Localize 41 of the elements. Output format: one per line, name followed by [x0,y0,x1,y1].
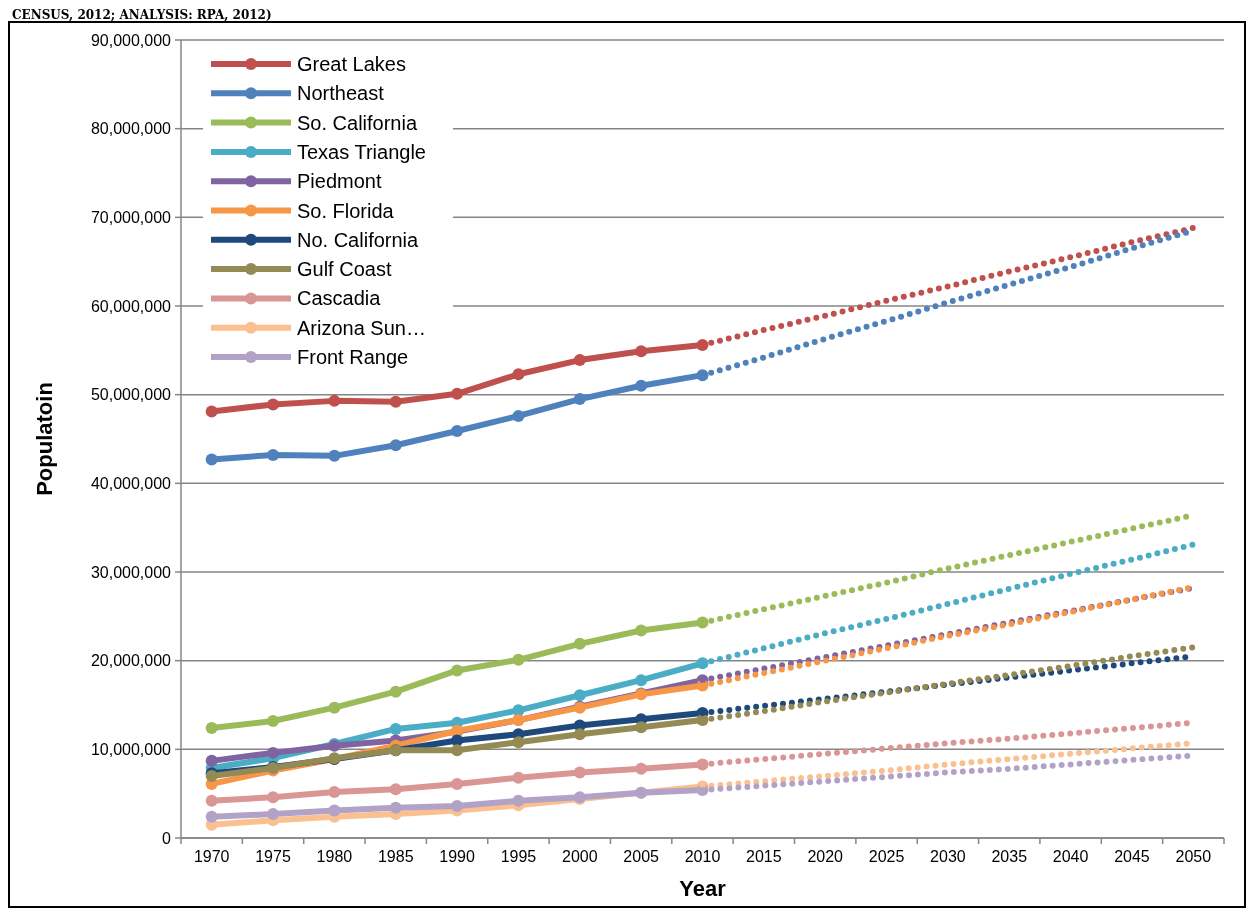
legend-label: Front Range [297,346,409,368]
y-axis-title: Populatoin [32,382,57,496]
y-tick-label: 40,000,000 [90,474,172,492]
x-tick-label: 2030 [930,848,966,865]
legend-label: Arizona Sun… [297,316,426,339]
legend-label: Great Lakes [297,53,406,75]
x-tick-label: 2005 [623,848,660,865]
x-tick-label: 2040 [1052,848,1089,865]
legend-label: So. Florida [297,199,395,222]
x-tick-label: 2010 [684,848,721,865]
x-axis-title: Year [679,876,727,901]
x-tick-label: 2045 [1114,848,1150,865]
text: CENSUS, 2012; ANALYSIS: RPA, 2012) [12,8,272,22]
y-tick-label: 0 [162,829,172,847]
y-tick-label: 50,000,000 [90,386,172,404]
legend-label: Cascadia [297,287,382,310]
x-tick-label: 1990 [439,848,475,865]
y-tick-label: 80,000,000 [90,120,172,138]
x-tick-label: 1980 [316,848,353,865]
x-tick-label: 2015 [746,848,782,865]
legend-label: So. California [297,111,418,134]
x-tick-label: 1970 [193,848,230,865]
y-tick-label: 90,000,000 [90,31,172,49]
y-tick-label: 60,000,000 [90,297,172,315]
y-tick-label: 20,000,000 [90,652,172,670]
y-tick-label: 70,000,000 [90,208,172,226]
x-tick-label: 2000 [562,848,598,865]
x-tick-label: 1975 [255,848,291,865]
x-tick-label: 1985 [377,848,414,865]
x-tick-label: 2025 [868,848,905,865]
y-tick-label: 30,000,000 [90,563,172,581]
x-tick-label: 1995 [500,848,537,865]
legend-label: Northeast [297,82,385,105]
legend-label: Gulf Coast [297,258,392,281]
y-tick-label: 10,000,000 [90,740,172,758]
x-tick-label: 2035 [991,848,1028,865]
legend-label: No. California [297,228,420,251]
legend-label: Texas Triangle [297,140,426,163]
x-tick-label: 2020 [807,848,844,865]
legend-label: Piedmont [297,170,382,193]
x-tick-label: 2050 [1175,848,1212,865]
